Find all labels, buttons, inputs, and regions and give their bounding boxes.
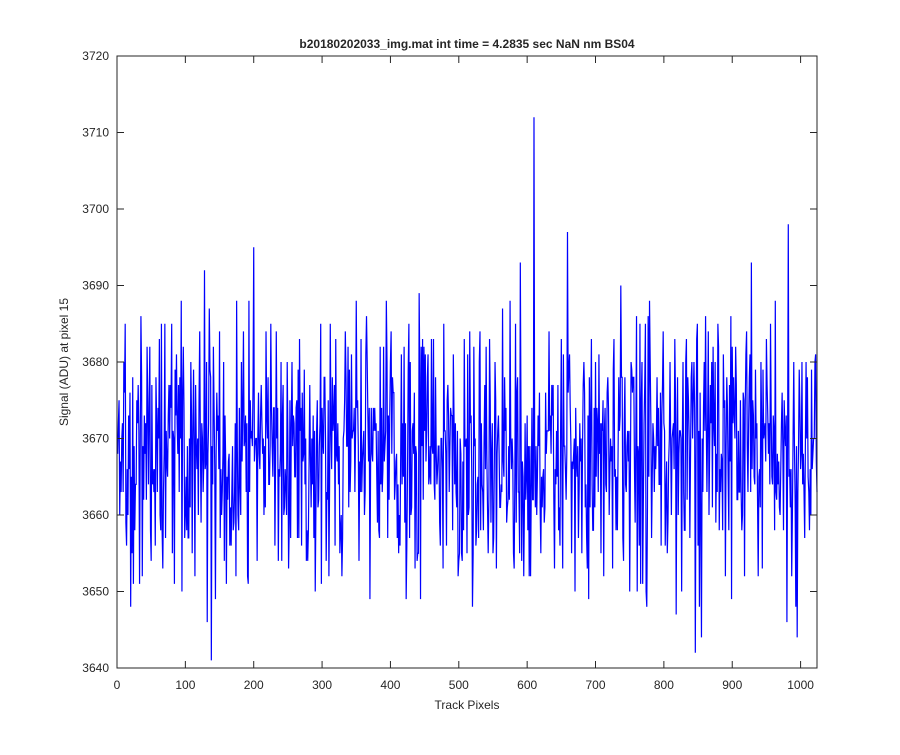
- y-tick-label: 3710: [82, 126, 109, 140]
- x-tick-label: 900: [722, 678, 742, 692]
- y-tick-label: 3670: [82, 432, 109, 446]
- y-axis-label: Signal (ADU) at pixel 15: [57, 298, 71, 426]
- series-layer: [117, 117, 818, 661]
- chart-title: b20180202033_img.mat int time = 4.2835 s…: [299, 37, 635, 51]
- y-tick-label: 3690: [82, 279, 109, 293]
- y-tick-label: 3680: [82, 355, 109, 369]
- y-tick-label: 3720: [82, 49, 109, 63]
- y-tick-label: 3640: [82, 661, 109, 675]
- x-tick-label: 600: [517, 678, 537, 692]
- x-tick-label: 400: [380, 678, 400, 692]
- x-tick-label: 100: [175, 678, 195, 692]
- y-tick-label: 3650: [82, 585, 109, 599]
- x-axis-label: Track Pixels: [435, 698, 500, 712]
- x-axis: 0 100 200 300 400 500 600 700 800 900 1000: [114, 56, 814, 692]
- y-tick-label: 3660: [82, 508, 109, 522]
- x-tick-label: 200: [244, 678, 264, 692]
- x-tick-label: 500: [449, 678, 469, 692]
- series-line-0: [117, 117, 818, 661]
- x-tick-label: 700: [586, 678, 606, 692]
- y-axis: 3640 3650 3660 3670 3680 3690 3700 3710 3720: [82, 49, 817, 675]
- x-tick-label: 1000: [787, 678, 814, 692]
- plot-area-background: [117, 56, 817, 668]
- x-tick-label: 800: [654, 678, 674, 692]
- x-tick-label: 0: [114, 678, 121, 692]
- x-tick-label: 300: [312, 678, 332, 692]
- y-tick-label: 3700: [82, 202, 109, 216]
